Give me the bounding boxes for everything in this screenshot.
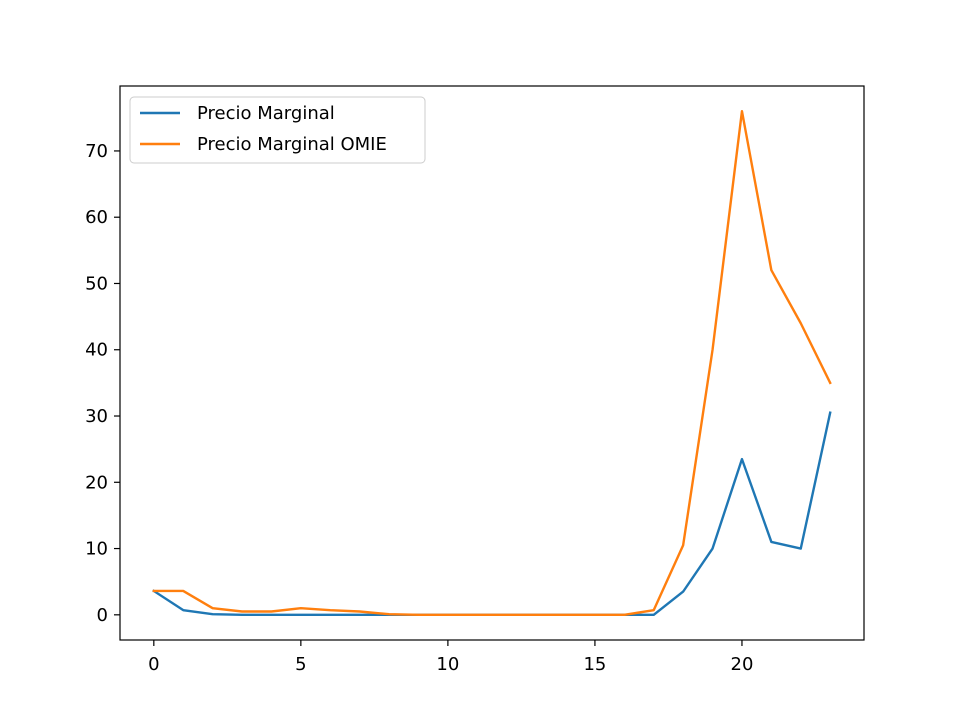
- y-tick-label: 70: [85, 141, 108, 162]
- x-axis: 0 5 10 15 20: [148, 640, 753, 675]
- legend-label-2: Precio Marginal OMIE: [197, 134, 387, 155]
- x-tick-label: 5: [295, 654, 306, 675]
- x-tick-label: 20: [731, 654, 754, 675]
- plot-frame: [119, 85, 865, 641]
- plot-area: [120, 86, 864, 640]
- y-tick-label: 40: [85, 340, 108, 361]
- y-axis: 0 10 20 30 40 50 60 70: [85, 141, 120, 626]
- y-tick-label: 20: [85, 472, 108, 493]
- x-tick-label: 0: [148, 654, 159, 675]
- y-tick-label: 60: [85, 207, 108, 228]
- y-tick-label: 10: [85, 539, 108, 560]
- legend: Precio Marginal Precio Marginal OMIE: [129, 96, 426, 164]
- y-tick-label: 50: [85, 273, 108, 294]
- series-layer: [152, 109, 832, 617]
- x-tick-label: 15: [583, 654, 606, 675]
- y-tick-label: 30: [85, 406, 108, 427]
- y-tick-label: 0: [97, 605, 108, 626]
- x-tick-label: 10: [436, 654, 459, 675]
- legend-box: [129, 96, 426, 164]
- series-line-2: [152, 109, 832, 617]
- legend-label-1: Precio Marginal: [197, 103, 335, 124]
